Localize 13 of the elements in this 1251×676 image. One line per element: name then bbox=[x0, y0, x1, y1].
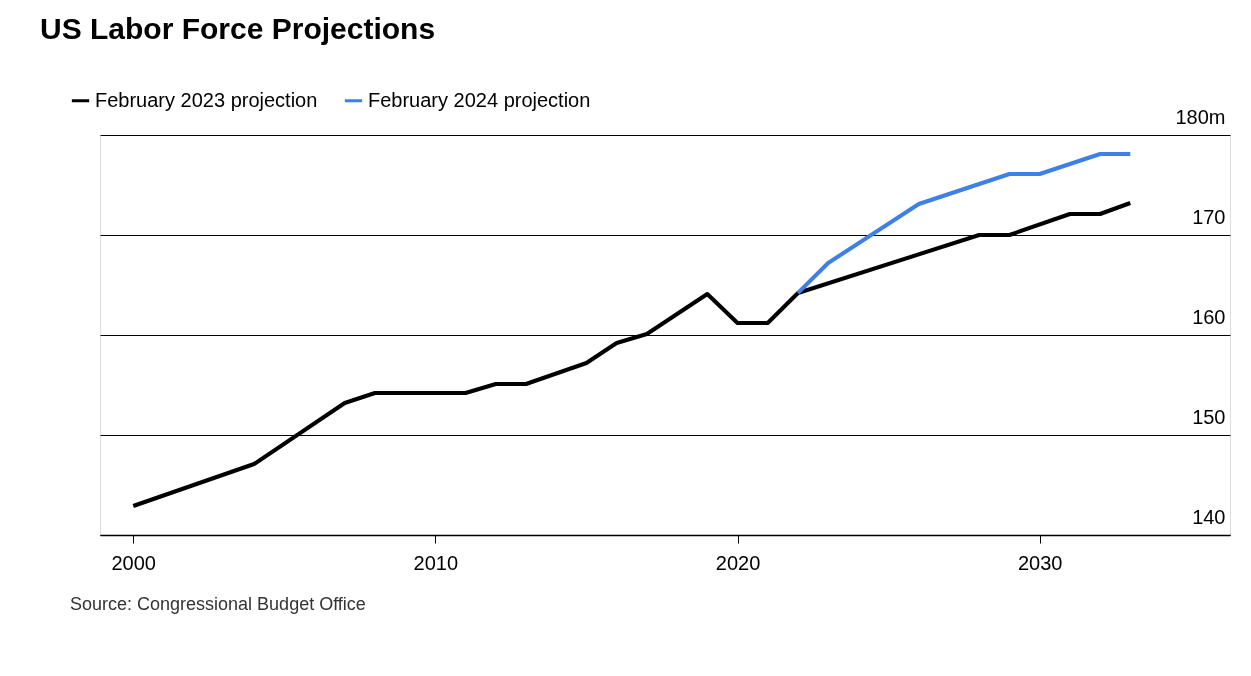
y-tick-label: 170 bbox=[1192, 205, 1226, 228]
chart-title: US Labor Force Projections bbox=[40, 12, 436, 45]
legend-label: February 2023 projection bbox=[95, 88, 318, 111]
x-tick-label: 2000 bbox=[111, 551, 156, 574]
y-tick-label: 150 bbox=[1192, 405, 1226, 428]
source-note: Source: Congressional Budget Office bbox=[70, 594, 366, 614]
x-tick-label: 2030 bbox=[1017, 551, 1063, 574]
legend-label: February 2024 projection bbox=[368, 88, 591, 111]
y-tick-label: 180m bbox=[1175, 105, 1226, 128]
x-tick-label: 2010 bbox=[413, 551, 459, 574]
y-tick-label: 160 bbox=[1192, 305, 1226, 328]
x-tick-label: 2020 bbox=[715, 551, 761, 574]
y-tick-label: 140 bbox=[1192, 505, 1226, 528]
